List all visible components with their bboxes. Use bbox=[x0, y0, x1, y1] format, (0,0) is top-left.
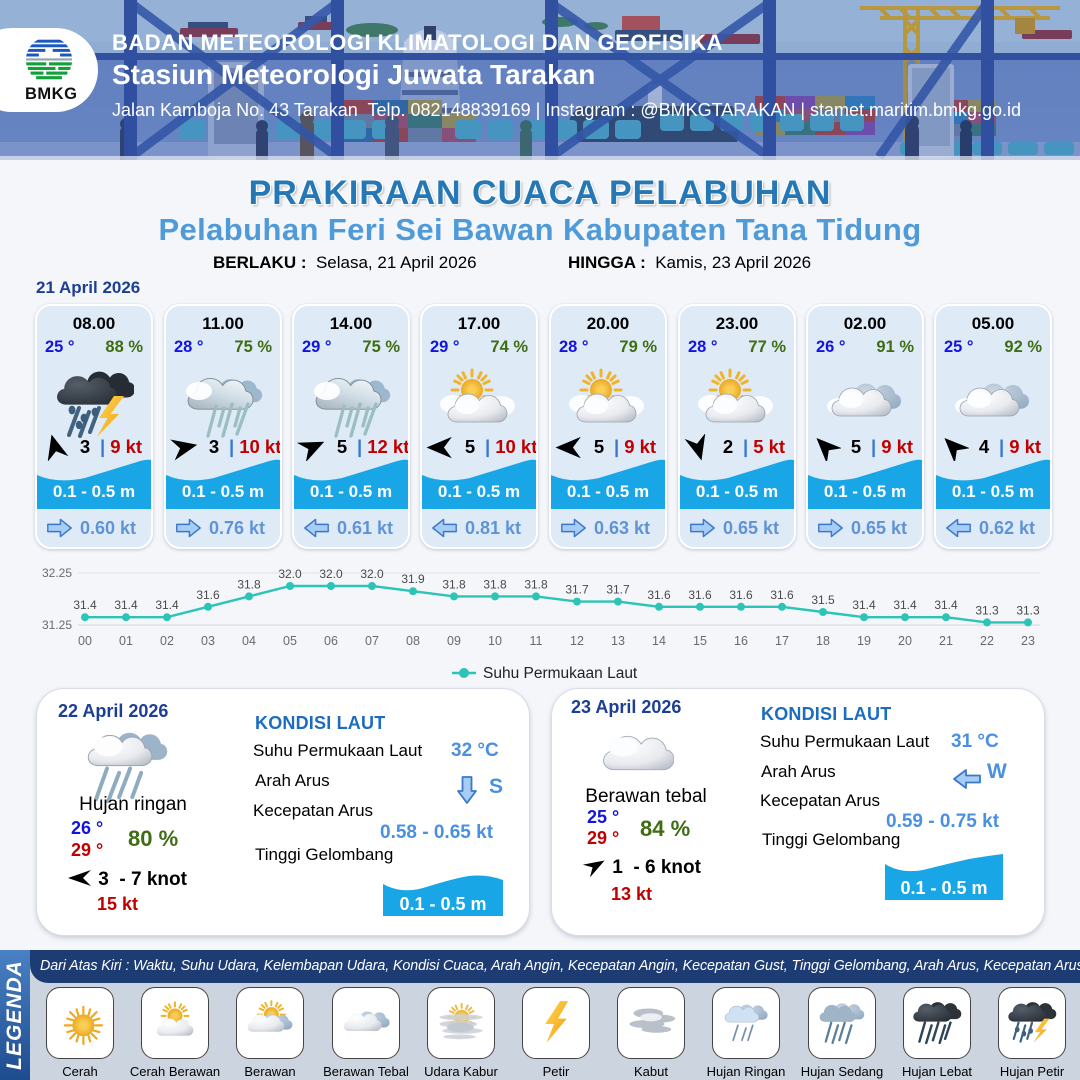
svg-text:14: 14 bbox=[652, 634, 666, 648]
svg-text:32.25: 32.25 bbox=[42, 566, 72, 580]
svg-text:32.0: 32.0 bbox=[319, 567, 343, 581]
svg-text:22: 22 bbox=[980, 634, 994, 648]
svg-text:31.8: 31.8 bbox=[237, 577, 261, 591]
svg-text:06: 06 bbox=[324, 634, 338, 648]
svg-text:10: 10 bbox=[488, 634, 502, 648]
svg-text:31.6: 31.6 bbox=[196, 588, 220, 602]
svg-text:00: 00 bbox=[78, 634, 92, 648]
svg-text:02: 02 bbox=[160, 634, 174, 648]
svg-text:20: 20 bbox=[898, 634, 912, 648]
svg-text:31.4: 31.4 bbox=[934, 598, 958, 612]
svg-text:31.7: 31.7 bbox=[565, 583, 589, 597]
svg-text:31.25: 31.25 bbox=[42, 618, 72, 632]
svg-text:31.4: 31.4 bbox=[852, 598, 876, 612]
svg-text:Suhu Permukaan Laut: Suhu Permukaan Laut bbox=[483, 665, 638, 682]
svg-text:31.4: 31.4 bbox=[73, 598, 97, 612]
svg-text:31.3: 31.3 bbox=[1016, 603, 1040, 617]
svg-text:31.8: 31.8 bbox=[524, 577, 548, 591]
svg-text:31.4: 31.4 bbox=[155, 598, 179, 612]
svg-text:31.6: 31.6 bbox=[729, 588, 753, 602]
svg-text:31.4: 31.4 bbox=[114, 598, 138, 612]
svg-text:17: 17 bbox=[775, 634, 789, 648]
svg-text:31.7: 31.7 bbox=[606, 583, 630, 597]
svg-text:04: 04 bbox=[242, 634, 256, 648]
svg-text:15: 15 bbox=[693, 634, 707, 648]
svg-text:31.5: 31.5 bbox=[811, 593, 835, 607]
svg-text:05: 05 bbox=[283, 634, 297, 648]
svg-text:19: 19 bbox=[857, 634, 871, 648]
svg-text:11: 11 bbox=[530, 634, 543, 648]
svg-text:13: 13 bbox=[611, 634, 625, 648]
svg-text:31.8: 31.8 bbox=[442, 577, 466, 591]
svg-text:32.0: 32.0 bbox=[360, 567, 384, 581]
svg-text:09: 09 bbox=[447, 634, 461, 648]
svg-text:18: 18 bbox=[816, 634, 830, 648]
svg-text:31.3: 31.3 bbox=[975, 603, 999, 617]
svg-text:16: 16 bbox=[734, 634, 748, 648]
svg-text:31.4: 31.4 bbox=[893, 598, 917, 612]
svg-text:31.6: 31.6 bbox=[770, 588, 794, 602]
svg-text:31.6: 31.6 bbox=[647, 588, 671, 602]
svg-text:07: 07 bbox=[365, 634, 379, 648]
svg-text:32.0: 32.0 bbox=[278, 567, 302, 581]
svg-text:08: 08 bbox=[406, 634, 420, 648]
svg-text:03: 03 bbox=[201, 634, 215, 648]
svg-text:31.9: 31.9 bbox=[401, 572, 425, 586]
svg-text:01: 01 bbox=[119, 634, 133, 648]
svg-text:21: 21 bbox=[939, 634, 953, 648]
svg-text:31.6: 31.6 bbox=[688, 588, 712, 602]
svg-text:31.8: 31.8 bbox=[483, 577, 507, 591]
svg-text:23: 23 bbox=[1021, 634, 1035, 648]
svg-text:12: 12 bbox=[570, 634, 584, 648]
